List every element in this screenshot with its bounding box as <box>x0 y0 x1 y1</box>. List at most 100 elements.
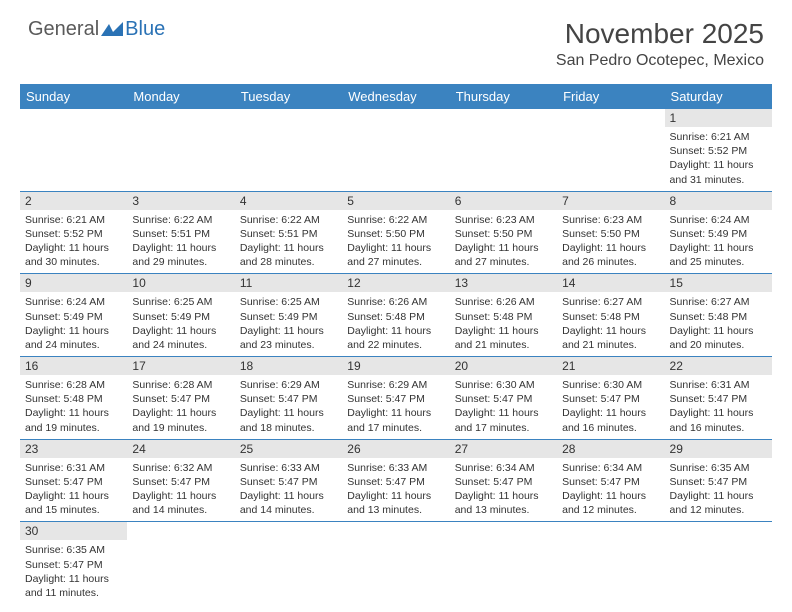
calendar-cell: 27Sunrise: 6:34 AMSunset: 5:47 PMDayligh… <box>450 439 557 522</box>
day-number: 25 <box>235 440 342 458</box>
calendar-cell: 7Sunrise: 6:23 AMSunset: 5:50 PMDaylight… <box>557 191 664 274</box>
calendar-cell <box>450 522 557 604</box>
header: General Blue November 2025 San Pedro Oco… <box>0 0 792 76</box>
weekday-header: Tuesday <box>235 84 342 109</box>
calendar-cell: 13Sunrise: 6:26 AMSunset: 5:48 PMDayligh… <box>450 274 557 357</box>
day-number: 18 <box>235 357 342 375</box>
day-number: 22 <box>665 357 772 375</box>
calendar-cell: 11Sunrise: 6:25 AMSunset: 5:49 PMDayligh… <box>235 274 342 357</box>
day-number: 1 <box>665 109 772 127</box>
calendar-cell: 12Sunrise: 6:26 AMSunset: 5:48 PMDayligh… <box>342 274 449 357</box>
day-info: Sunrise: 6:25 AMSunset: 5:49 PMDaylight:… <box>127 292 234 356</box>
day-number: 29 <box>665 440 772 458</box>
day-number: 17 <box>127 357 234 375</box>
flag-icon <box>101 22 123 38</box>
day-info: Sunrise: 6:31 AMSunset: 5:47 PMDaylight:… <box>20 458 127 522</box>
calendar-cell: 14Sunrise: 6:27 AMSunset: 5:48 PMDayligh… <box>557 274 664 357</box>
day-number: 3 <box>127 192 234 210</box>
calendar-cell: 1Sunrise: 6:21 AMSunset: 5:52 PMDaylight… <box>665 109 772 191</box>
calendar-cell: 30Sunrise: 6:35 AMSunset: 5:47 PMDayligh… <box>20 522 127 604</box>
day-info: Sunrise: 6:24 AMSunset: 5:49 PMDaylight:… <box>665 210 772 274</box>
day-info: Sunrise: 6:30 AMSunset: 5:47 PMDaylight:… <box>450 375 557 439</box>
calendar-row: 30Sunrise: 6:35 AMSunset: 5:47 PMDayligh… <box>20 522 772 604</box>
calendar-cell: 25Sunrise: 6:33 AMSunset: 5:47 PMDayligh… <box>235 439 342 522</box>
day-number: 26 <box>342 440 449 458</box>
day-number: 16 <box>20 357 127 375</box>
day-number: 15 <box>665 274 772 292</box>
day-number: 19 <box>342 357 449 375</box>
calendar-cell: 17Sunrise: 6:28 AMSunset: 5:47 PMDayligh… <box>127 357 234 440</box>
day-info: Sunrise: 6:22 AMSunset: 5:51 PMDaylight:… <box>127 210 234 274</box>
logo-text-blue: Blue <box>125 18 165 41</box>
day-info: Sunrise: 6:35 AMSunset: 5:47 PMDaylight:… <box>665 458 772 522</box>
day-number: 9 <box>20 274 127 292</box>
day-info: Sunrise: 6:21 AMSunset: 5:52 PMDaylight:… <box>20 210 127 274</box>
day-number: 30 <box>20 522 127 540</box>
day-number: 7 <box>557 192 664 210</box>
logo-text-general: General <box>28 18 99 41</box>
calendar-cell <box>450 109 557 191</box>
day-info: Sunrise: 6:23 AMSunset: 5:50 PMDaylight:… <box>557 210 664 274</box>
calendar-cell <box>20 109 127 191</box>
title-block: November 2025 San Pedro Ocotepec, Mexico <box>556 18 764 70</box>
day-info: Sunrise: 6:29 AMSunset: 5:47 PMDaylight:… <box>342 375 449 439</box>
calendar-cell: 28Sunrise: 6:34 AMSunset: 5:47 PMDayligh… <box>557 439 664 522</box>
calendar-cell: 10Sunrise: 6:25 AMSunset: 5:49 PMDayligh… <box>127 274 234 357</box>
day-number: 24 <box>127 440 234 458</box>
day-info: Sunrise: 6:22 AMSunset: 5:50 PMDaylight:… <box>342 210 449 274</box>
day-info: Sunrise: 6:28 AMSunset: 5:47 PMDaylight:… <box>127 375 234 439</box>
calendar-cell: 22Sunrise: 6:31 AMSunset: 5:47 PMDayligh… <box>665 357 772 440</box>
day-info: Sunrise: 6:26 AMSunset: 5:48 PMDaylight:… <box>342 292 449 356</box>
day-number: 21 <box>557 357 664 375</box>
calendar-cell <box>235 109 342 191</box>
calendar-cell: 19Sunrise: 6:29 AMSunset: 5:47 PMDayligh… <box>342 357 449 440</box>
day-info: Sunrise: 6:23 AMSunset: 5:50 PMDaylight:… <box>450 210 557 274</box>
calendar-row: 16Sunrise: 6:28 AMSunset: 5:48 PMDayligh… <box>20 357 772 440</box>
day-number: 28 <box>557 440 664 458</box>
month-title: November 2025 <box>556 18 764 50</box>
weekday-header: Friday <box>557 84 664 109</box>
weekday-header: Sunday <box>20 84 127 109</box>
day-info: Sunrise: 6:35 AMSunset: 5:47 PMDaylight:… <box>20 540 127 604</box>
calendar-cell: 16Sunrise: 6:28 AMSunset: 5:48 PMDayligh… <box>20 357 127 440</box>
calendar-cell <box>342 522 449 604</box>
calendar-cell <box>127 109 234 191</box>
day-info: Sunrise: 6:30 AMSunset: 5:47 PMDaylight:… <box>557 375 664 439</box>
calendar-cell <box>557 109 664 191</box>
calendar-row: 23Sunrise: 6:31 AMSunset: 5:47 PMDayligh… <box>20 439 772 522</box>
day-info: Sunrise: 6:22 AMSunset: 5:51 PMDaylight:… <box>235 210 342 274</box>
calendar-cell: 4Sunrise: 6:22 AMSunset: 5:51 PMDaylight… <box>235 191 342 274</box>
day-info: Sunrise: 6:24 AMSunset: 5:49 PMDaylight:… <box>20 292 127 356</box>
calendar-cell: 18Sunrise: 6:29 AMSunset: 5:47 PMDayligh… <box>235 357 342 440</box>
calendar-cell: 5Sunrise: 6:22 AMSunset: 5:50 PMDaylight… <box>342 191 449 274</box>
calendar-cell: 15Sunrise: 6:27 AMSunset: 5:48 PMDayligh… <box>665 274 772 357</box>
calendar-cell <box>665 522 772 604</box>
day-number: 12 <box>342 274 449 292</box>
calendar-cell: 21Sunrise: 6:30 AMSunset: 5:47 PMDayligh… <box>557 357 664 440</box>
weekday-header: Thursday <box>450 84 557 109</box>
calendar-cell: 23Sunrise: 6:31 AMSunset: 5:47 PMDayligh… <box>20 439 127 522</box>
calendar-cell: 3Sunrise: 6:22 AMSunset: 5:51 PMDaylight… <box>127 191 234 274</box>
calendar-cell: 20Sunrise: 6:30 AMSunset: 5:47 PMDayligh… <box>450 357 557 440</box>
weekday-header: Wednesday <box>342 84 449 109</box>
day-info: Sunrise: 6:27 AMSunset: 5:48 PMDaylight:… <box>665 292 772 356</box>
weekday-header: Saturday <box>665 84 772 109</box>
day-info: Sunrise: 6:28 AMSunset: 5:48 PMDaylight:… <box>20 375 127 439</box>
day-number: 2 <box>20 192 127 210</box>
calendar-table: SundayMondayTuesdayWednesdayThursdayFrid… <box>20 84 772 604</box>
weekday-row: SundayMondayTuesdayWednesdayThursdayFrid… <box>20 84 772 109</box>
day-number: 14 <box>557 274 664 292</box>
day-info: Sunrise: 6:34 AMSunset: 5:47 PMDaylight:… <box>557 458 664 522</box>
calendar-row: 9Sunrise: 6:24 AMSunset: 5:49 PMDaylight… <box>20 274 772 357</box>
day-number: 10 <box>127 274 234 292</box>
day-number: 6 <box>450 192 557 210</box>
calendar-cell: 2Sunrise: 6:21 AMSunset: 5:52 PMDaylight… <box>20 191 127 274</box>
calendar-row: 1Sunrise: 6:21 AMSunset: 5:52 PMDaylight… <box>20 109 772 191</box>
calendar-cell <box>557 522 664 604</box>
calendar-cell <box>342 109 449 191</box>
calendar-cell: 6Sunrise: 6:23 AMSunset: 5:50 PMDaylight… <box>450 191 557 274</box>
day-info: Sunrise: 6:21 AMSunset: 5:52 PMDaylight:… <box>665 127 772 191</box>
day-info: Sunrise: 6:27 AMSunset: 5:48 PMDaylight:… <box>557 292 664 356</box>
calendar-cell: 8Sunrise: 6:24 AMSunset: 5:49 PMDaylight… <box>665 191 772 274</box>
calendar-row: 2Sunrise: 6:21 AMSunset: 5:52 PMDaylight… <box>20 191 772 274</box>
